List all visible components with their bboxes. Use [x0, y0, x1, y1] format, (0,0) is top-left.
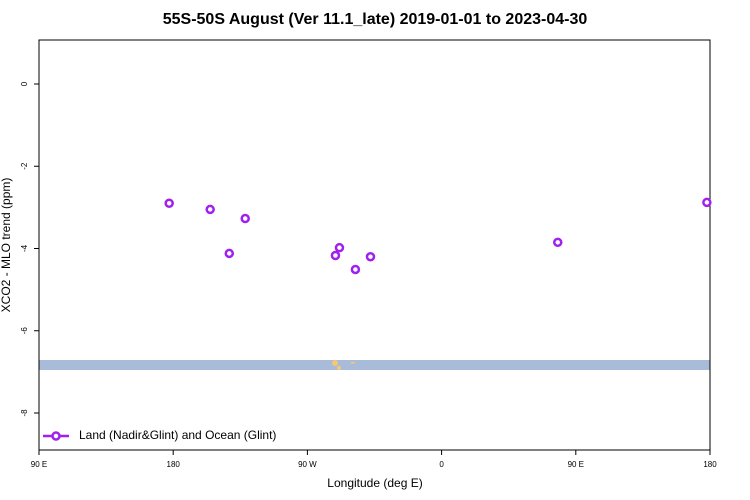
map-strip	[39, 360, 710, 370]
y-tick-label: -2	[20, 162, 29, 170]
land-patch	[332, 360, 338, 366]
point	[350, 264, 361, 275]
point	[365, 251, 376, 262]
land-patch	[337, 366, 341, 370]
point	[240, 213, 250, 224]
point	[224, 248, 235, 259]
y-tick-label: 0	[20, 81, 29, 86]
x-tick-label: 180	[703, 460, 717, 469]
x-axis-label: Longitude (deg E)	[327, 476, 422, 490]
legend-label: Land (Nadir&Glint) and Ocean (Glint)	[79, 428, 276, 442]
point	[205, 204, 215, 215]
plot-frame	[38, 39, 711, 451]
y-axis-label: XCO2 - MLO trend (ppm)	[0, 178, 13, 313]
y-tick-label: -4	[20, 244, 29, 252]
point	[164, 198, 174, 209]
point	[330, 250, 341, 261]
x-tick-label: 90 E	[31, 460, 47, 469]
x-tick-label: 90 E	[568, 460, 584, 469]
point	[702, 197, 712, 208]
legend-marker	[51, 431, 61, 441]
x-tick-label: 90 W	[298, 460, 317, 469]
point	[553, 237, 563, 248]
land-patch	[351, 362, 355, 364]
y-tick-label: -6	[20, 327, 29, 335]
point	[334, 242, 345, 253]
x-tick-label: 0	[439, 460, 444, 469]
chart-title: 55S-50S August (Ver 11.1_late) 2019-01-0…	[163, 11, 588, 28]
y-tick-label: -8	[20, 409, 29, 417]
x-tick-label: 180	[167, 460, 181, 469]
